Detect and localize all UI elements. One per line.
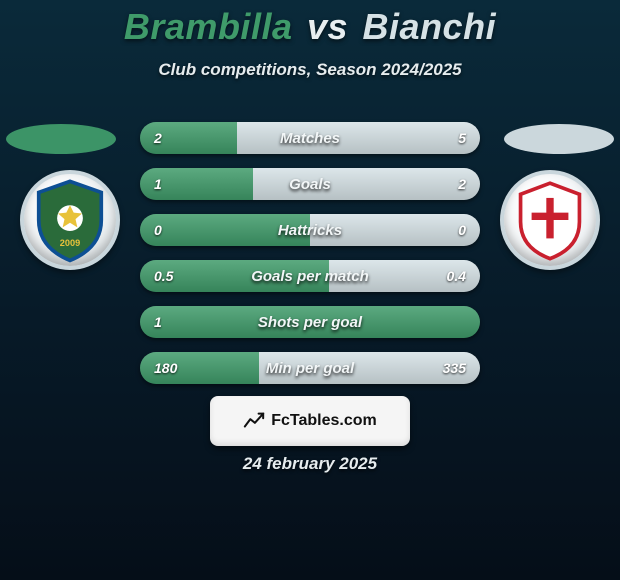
page-title: Brambilla vs Bianchi (0, 0, 620, 48)
shield-icon (504, 174, 596, 266)
player2-name: Bianchi (363, 6, 497, 47)
date-text: 24 february 2025 (0, 454, 620, 474)
stat-label: Goals per match (140, 260, 480, 292)
stat-row: 1Shots per goal (140, 306, 480, 338)
shield-icon: 2009 (24, 174, 116, 266)
stat-row: 180335Min per goal (140, 352, 480, 384)
stat-row: 00Hattricks (140, 214, 480, 246)
stat-row: 12Goals (140, 168, 480, 200)
brand-badge: FcTables.com (210, 396, 410, 446)
stat-row: 25Matches (140, 122, 480, 154)
player1-photo-placeholder (6, 124, 116, 154)
player1-name: Brambilla (124, 6, 293, 47)
chart-icon (243, 410, 265, 432)
player2-club-badge (500, 170, 600, 270)
player2-photo-placeholder (504, 124, 614, 154)
stat-label: Goals (140, 168, 480, 200)
stats-container: 25Matches 12Goals 00Hattricks 0.50.4Goals p… (140, 122, 480, 384)
player1-club-badge: 2009 (20, 170, 120, 270)
stat-label: Hattricks (140, 214, 480, 246)
stat-row: 0.50.4Goals per match (140, 260, 480, 292)
stat-label: Matches (140, 122, 480, 154)
vs-text: vs (307, 6, 348, 47)
stat-label: Shots per goal (140, 306, 480, 338)
svg-text:2009: 2009 (60, 238, 80, 248)
brand-text: FcTables.com (271, 412, 377, 430)
stat-label: Min per goal (140, 352, 480, 384)
subtitle: Club competitions, Season 2024/2025 (0, 60, 620, 80)
